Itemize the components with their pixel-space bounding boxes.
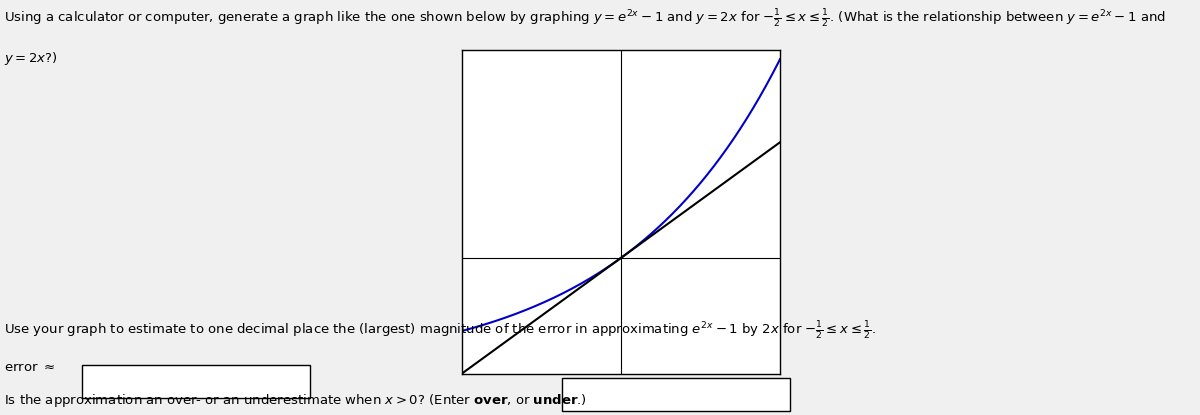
- Bar: [82, 365, 310, 398]
- Text: error $\approx$: error $\approx$: [4, 361, 55, 374]
- Text: $y = 2x$?): $y = 2x$?): [4, 50, 58, 67]
- Bar: [562, 378, 790, 411]
- Text: Is the approximation an over- or an underestimate when $x > 0$? (Enter $\bf{over: Is the approximation an over- or an unde…: [4, 392, 587, 409]
- Text: Use your graph to estimate to one decimal place the (largest) magnitude of the e: Use your graph to estimate to one decima…: [4, 320, 876, 342]
- Text: Using a calculator or computer, generate a graph like the one shown below by gra: Using a calculator or computer, generate…: [4, 8, 1165, 30]
